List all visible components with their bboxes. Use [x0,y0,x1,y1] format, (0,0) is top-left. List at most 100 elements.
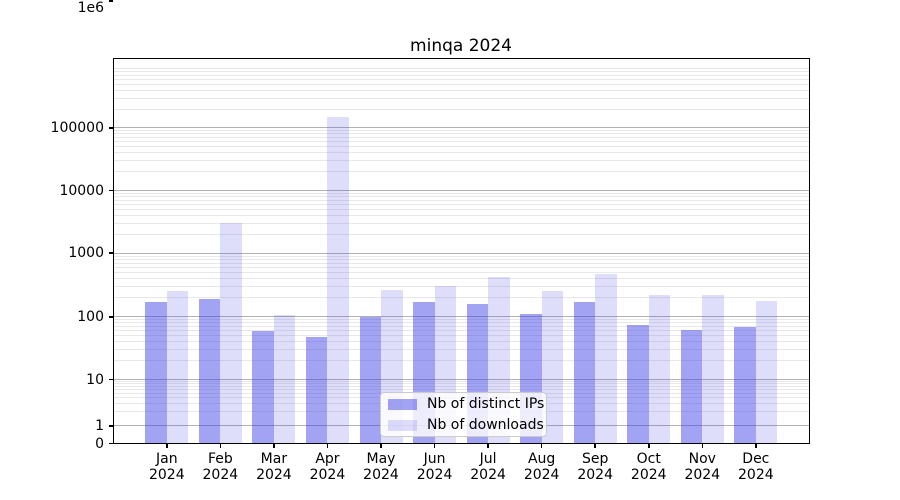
legend-swatch-ips-icon [388,398,417,410]
x-tick-mark [166,444,168,448]
x-tick-mark [594,444,596,448]
y-tick-label: 10000 [59,182,104,199]
bar-downloads-dec [755,301,778,443]
bar-downloads-nov [702,294,724,443]
bar-downloads-oct [648,295,671,443]
gridline-minor [113,360,810,362]
x-tick-label: Jan 2024 [148,451,185,483]
y-tick-mark [109,189,113,192]
x-tick-mark [701,444,704,448]
x-tick-label: Oct 2024 [630,451,667,483]
y-tick-label: 1 [95,417,104,434]
gridline-minor [113,196,810,198]
legend-item-ips: Nb of distinct IPs [381,394,546,414]
y-tick-mark [109,378,113,381]
gridline-minor [113,171,810,173]
gridline-minor [113,381,810,383]
x-tick-mark [326,444,329,448]
gridline-minor [113,89,810,91]
bar-downloads-apr [327,117,349,443]
gridline-minor [113,258,810,260]
x-tick-mark [540,444,543,448]
bar-ips-dec [734,326,756,443]
y-tick-mark [109,252,113,254]
bar-ips-nov [680,329,703,443]
gridline-major [113,127,810,129]
legend-item-downloads: Nb of downloads [381,415,546,435]
gridline-minor [113,133,810,135]
legend: Nb of distinct IPs Nb of downloads [380,392,547,437]
gridline-minor [113,262,810,264]
gridline-minor [113,297,810,299]
x-tick-label: May 2024 [363,451,399,483]
gridline-minor [113,208,810,210]
gridline-minor [113,130,810,132]
gridline-minor [113,141,810,143]
y-tick-mark [109,127,113,129]
y-tick-label: 1000 [68,245,104,262]
bar-ips-mar [252,331,274,443]
x-tick-mark [273,444,275,448]
gridline-minor [113,330,810,332]
gridline-minor [113,214,810,216]
y-tick-mark [109,316,113,318]
gridline-minor [113,233,810,235]
gridline-minor [113,199,810,201]
bar-ips-apr [305,336,328,443]
y-tick-mark [109,0,113,2]
chart-title: minqa 2024 [410,36,512,56]
y-tick-label: 10 [86,371,104,388]
x-tick-mark [219,444,222,448]
gridline-minor [113,341,810,343]
gridline-minor [113,383,810,385]
bar-ips-jan [145,302,167,443]
gridline-major [113,58,810,59]
bar-downloads-aug [541,290,564,443]
gridline-minor [113,255,810,257]
gridline-minor [113,271,810,273]
y-tick-label: 0 [95,435,104,452]
bar-ips-feb [198,298,221,443]
gridline-minor [113,285,810,287]
x-tick-label: Dec 2024 [738,451,774,483]
bar-downloads-sep [595,274,617,443]
gridline-minor [113,137,810,138]
gridline-minor [113,335,810,337]
legend-label-downloads: Nb of downloads [427,417,544,433]
y-tick-label: 100000 [50,119,104,136]
gridline-minor [113,83,810,85]
gridline-minor [113,146,810,148]
bar-downloads-jan [166,291,189,443]
legend-swatch-downloads-icon [388,419,417,431]
x-tick-label: Feb 2024 [202,451,239,483]
gridline-major [113,379,810,380]
gridline-minor [113,192,810,194]
gridline-major [113,190,810,191]
gridline-minor [113,326,810,327]
gridline-minor [113,70,810,72]
gridline-minor [113,278,810,279]
y-tick-label: 1e6 [77,0,104,16]
legend-label-ips: Nb of distinct IPs [427,396,545,412]
bar-downloads-mar [273,315,296,443]
gridline-minor [113,319,810,321]
x-tick-mark [433,444,436,448]
gridline-minor [113,108,810,110]
gridline-minor [113,266,810,268]
x-tick-mark [755,444,757,448]
gridline-minor [113,322,810,324]
x-tick-label: Nov 2024 [684,451,721,483]
x-tick-mark [380,444,382,448]
bar-ips-may [359,317,381,443]
x-tick-label: Mar 2024 [256,451,292,483]
gridline-minor [113,152,810,154]
x-tick-label: Sep 2024 [577,451,614,483]
bar-ips-oct [627,325,649,443]
x-tick-label: Aug 2024 [523,451,560,483]
gridline-minor [113,222,810,224]
gridline-minor [113,389,810,391]
bar-ips-sep [573,302,596,443]
x-tick-label: Jun 2024 [416,451,453,483]
gridline-minor [113,386,810,388]
